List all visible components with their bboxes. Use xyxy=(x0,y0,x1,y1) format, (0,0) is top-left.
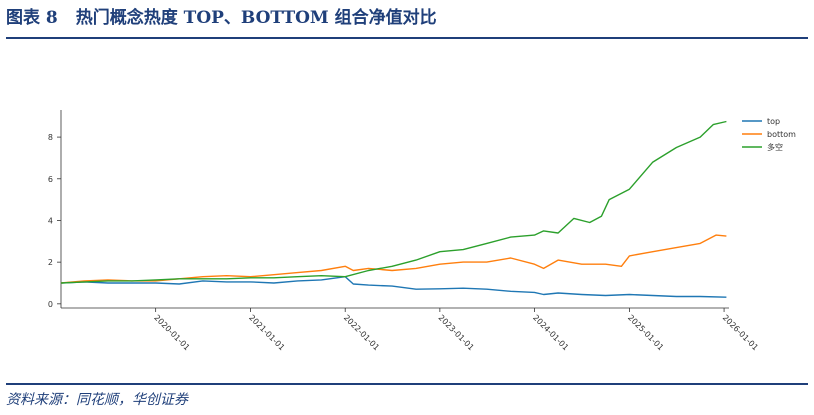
x-axis: 2020-01-01 2021-01-01 2022-01-01 2023-01-01… xyxy=(61,307,760,352)
figure-title-text: 热门概念热度 TOP、BOTTOM 组合净值对比 xyxy=(75,8,437,28)
legend-label: top xyxy=(767,117,780,126)
x-tick-label: 2020-01-01 xyxy=(152,313,191,352)
x-tick-label: 2026-01-01 xyxy=(721,313,760,352)
legend-label: 多空 xyxy=(767,142,783,152)
y-tick-label: 6 xyxy=(48,175,53,184)
source-note: 资料来源：同花顺，华创证券 xyxy=(6,392,188,408)
x-tick-label: 2024-01-01 xyxy=(531,313,570,352)
y-tick-label: 2 xyxy=(48,258,53,267)
series-line-top xyxy=(60,276,727,298)
line-chart: 2020-01-01 2021-01-01 2022-01-01 2023-01-01… xyxy=(48,110,796,352)
x-ticks: 2020-01-01 2021-01-01 2022-01-01 2023-01-01… xyxy=(152,308,760,352)
y-tick-label: 0 xyxy=(48,300,53,309)
x-tick-label: 2021-01-01 xyxy=(247,313,286,352)
y-axis: 0 2 4 6 8 xyxy=(48,110,62,309)
x-tick-label: 2025-01-01 xyxy=(626,313,665,352)
series-layer xyxy=(60,120,727,298)
title-rule xyxy=(6,37,808,39)
legend: top bottom 多空 xyxy=(742,117,796,152)
figure-label: 图表 8 xyxy=(6,8,58,28)
y-ticks: 0 2 4 6 8 xyxy=(48,133,61,309)
x-tick-label: 2023-01-01 xyxy=(436,313,475,352)
legend-label: bottom xyxy=(767,130,796,139)
series-line-bottom xyxy=(60,234,727,284)
y-tick-label: 4 xyxy=(48,216,53,225)
source-rule xyxy=(6,383,808,385)
y-tick-label: 8 xyxy=(48,133,53,142)
figure-title: 图表 8 热门概念热度 TOP、BOTTOM 组合净值对比 xyxy=(6,4,437,32)
x-tick-label: 2022-01-01 xyxy=(342,313,381,352)
series-line-多空 xyxy=(60,120,727,284)
